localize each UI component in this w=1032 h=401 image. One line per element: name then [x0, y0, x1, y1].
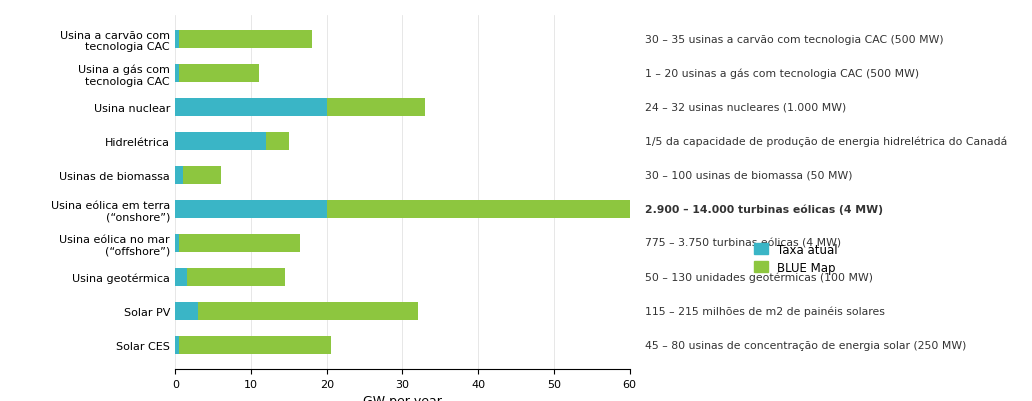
Bar — [175, 132, 266, 151]
Text: 775 – 3.750 turbinas eólicas (4 MW): 775 – 3.750 turbinas eólicas (4 MW) — [645, 238, 841, 248]
Text: 30 – 100 usinas de biomassa (50 MW): 30 – 100 usinas de biomassa (50 MW) — [645, 170, 852, 180]
Text: 30 – 35 usinas a carvão com tecnologia CAC (500 MW): 30 – 35 usinas a carvão com tecnologia C… — [645, 35, 943, 45]
Bar — [175, 166, 221, 185]
X-axis label: GW per year: GW per year — [363, 394, 442, 401]
Bar — [175, 98, 425, 117]
Legend: Taxa atual, BLUE Map: Taxa atual, BLUE Map — [749, 239, 842, 279]
Bar — [175, 200, 630, 219]
Text: 45 – 80 usinas de concentração de energia solar (250 MW): 45 – 80 usinas de concentração de energi… — [645, 340, 966, 350]
Bar — [175, 166, 183, 185]
Bar — [175, 336, 330, 354]
Bar — [175, 302, 418, 320]
Text: 2.900 – 14.000 turbinas eólicas (4 MW): 2.900 – 14.000 turbinas eólicas (4 MW) — [645, 204, 883, 215]
Bar — [175, 65, 180, 83]
Bar — [175, 234, 300, 253]
Bar — [175, 200, 327, 219]
Bar — [175, 234, 180, 253]
Text: 24 – 32 usinas nucleares (1.000 MW): 24 – 32 usinas nucleares (1.000 MW) — [645, 103, 846, 113]
Bar — [175, 268, 187, 287]
Text: 115 – 215 milhões de m2 de painéis solares: 115 – 215 milhões de m2 de painéis solar… — [645, 306, 884, 316]
Bar — [175, 336, 180, 354]
Text: 1/5 da capacidade de produção de energia hidrelétrica do Canadá: 1/5 da capacidade de produção de energia… — [645, 136, 1007, 147]
Text: 50 – 130 unidades geotérmicas (100 MW): 50 – 130 unidades geotérmicas (100 MW) — [645, 272, 873, 283]
Bar — [175, 30, 180, 49]
Text: 1 – 20 usinas a gás com tecnologia CAC (500 MW): 1 – 20 usinas a gás com tecnologia CAC (… — [645, 69, 920, 79]
Bar — [175, 65, 259, 83]
Bar — [175, 268, 285, 287]
Bar — [175, 98, 327, 117]
Bar — [175, 302, 198, 320]
Bar — [175, 30, 312, 49]
Bar — [175, 132, 289, 151]
